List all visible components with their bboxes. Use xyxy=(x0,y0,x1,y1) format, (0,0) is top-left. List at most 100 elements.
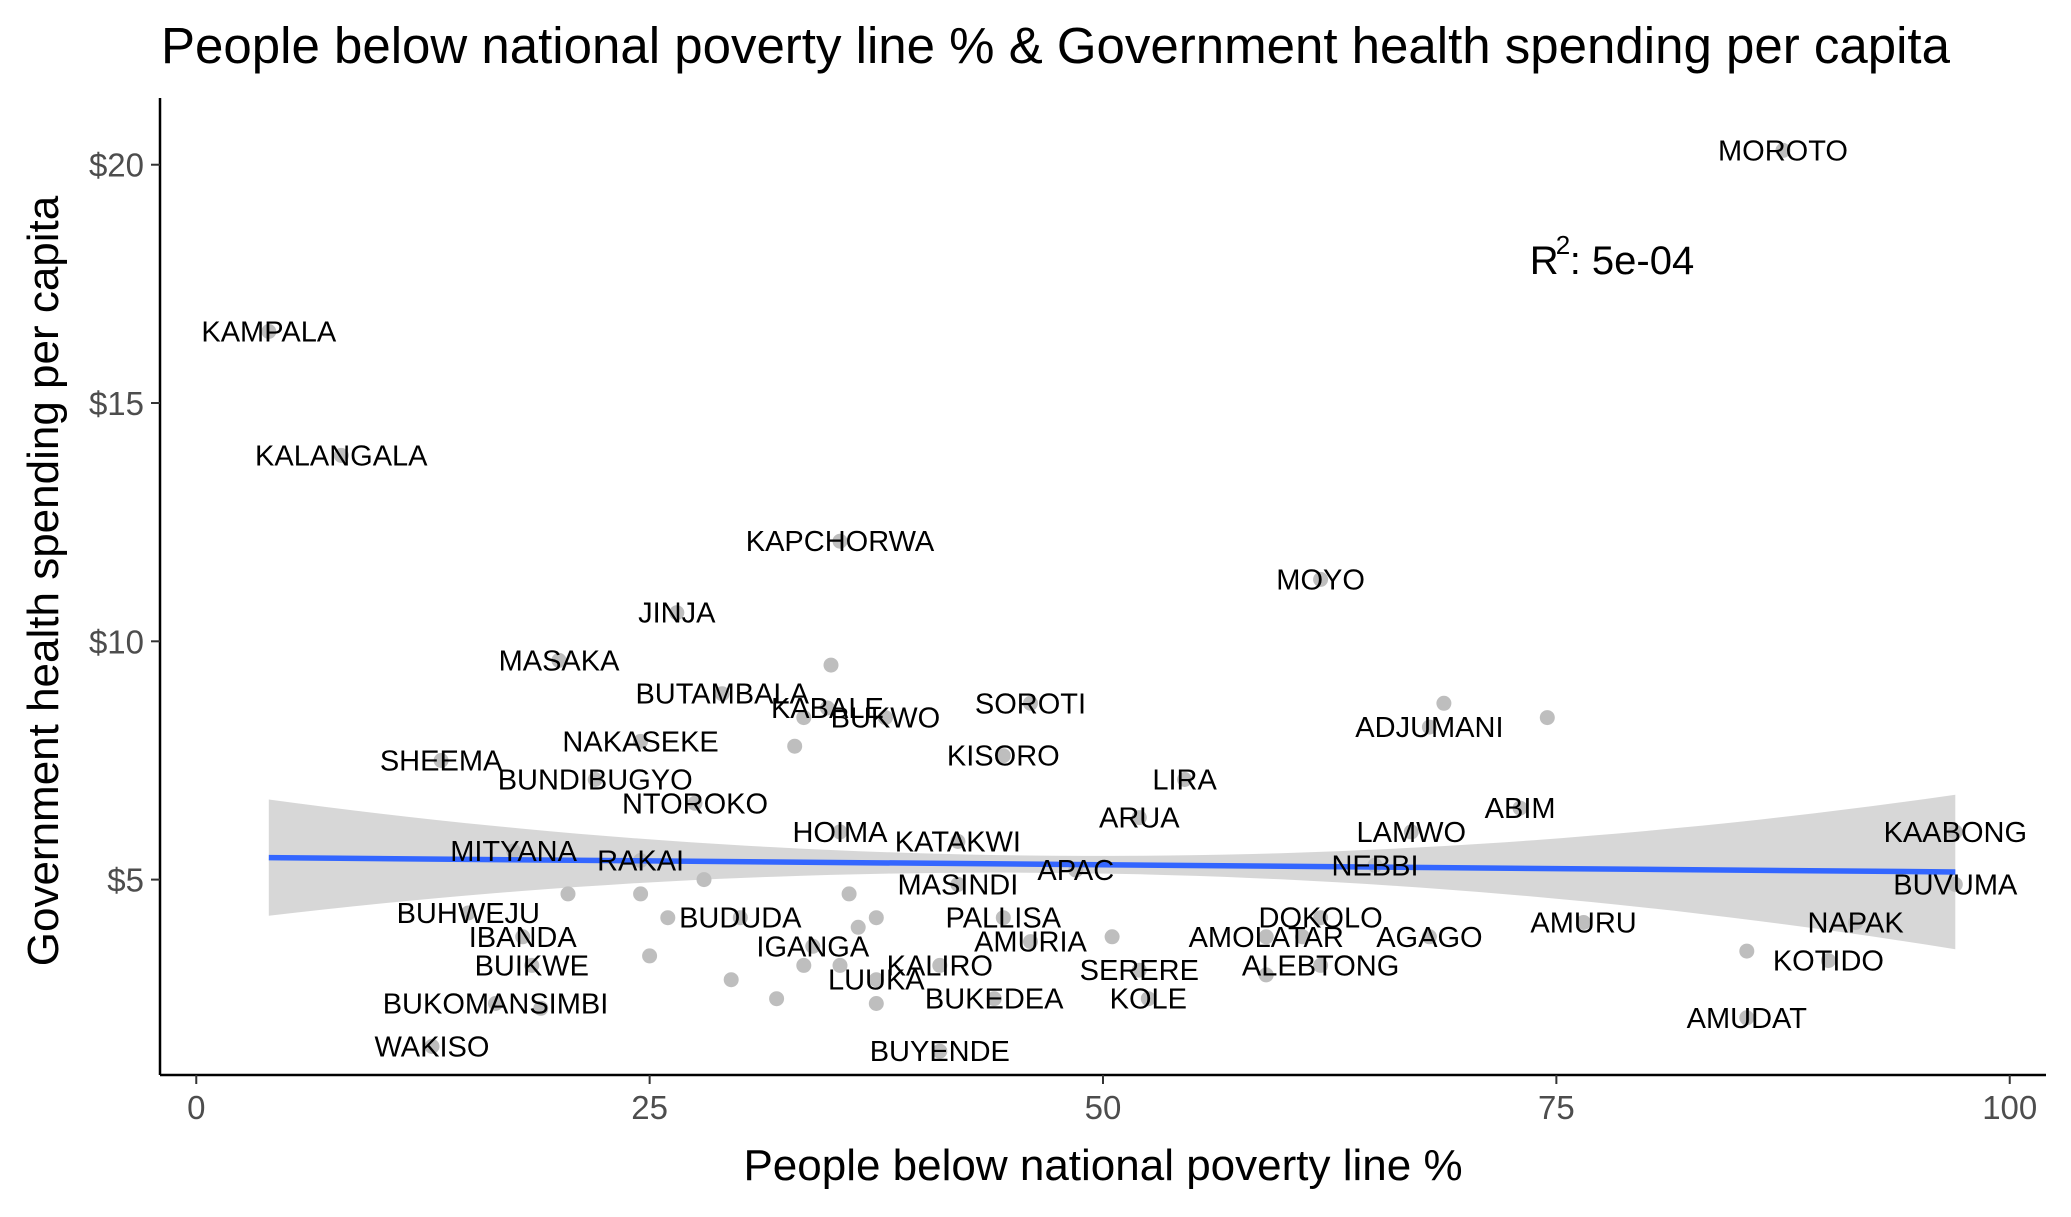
data-point xyxy=(796,710,812,726)
point-label: BUVUMA xyxy=(1893,869,2018,901)
point-label: MASAKA xyxy=(499,645,621,677)
y-tick-label: $5 xyxy=(107,862,144,899)
x-tick-label: 25 xyxy=(631,1089,668,1126)
point-label: WAKISO xyxy=(375,1031,490,1063)
data-point xyxy=(1104,929,1120,945)
data-point xyxy=(660,910,676,926)
data-point xyxy=(732,910,748,926)
r-squared-symbol: R xyxy=(1530,239,1559,283)
data-point xyxy=(696,872,712,888)
point-label: IBANDA xyxy=(469,922,578,954)
point-label: JINJA xyxy=(638,598,716,630)
data-point xyxy=(723,972,739,988)
point-label: BUTAMBALA xyxy=(635,679,809,711)
point-label: BUIKWE xyxy=(475,950,589,982)
data-point xyxy=(995,748,1011,764)
data-point xyxy=(932,1043,948,1059)
data-point xyxy=(1947,824,1963,840)
point-label: APAC xyxy=(1037,855,1114,887)
data-point xyxy=(1313,957,1329,973)
data-point xyxy=(769,991,785,1007)
data-point xyxy=(819,700,835,716)
x-tick-label: 0 xyxy=(187,1089,205,1126)
data-point xyxy=(1421,929,1437,945)
data-point xyxy=(868,972,884,988)
data-point xyxy=(333,447,349,463)
point-label: KAABONG xyxy=(1884,817,2027,849)
point-label: BUKWO xyxy=(831,703,941,735)
data-point xyxy=(950,834,966,849)
point-label: LIRA xyxy=(1152,765,1217,797)
data-point xyxy=(868,996,884,1011)
chart-title: People below national poverty line % & G… xyxy=(161,17,1951,74)
x-tick-label: 75 xyxy=(1538,1089,1575,1126)
point-label: AMOLATAR xyxy=(1189,922,1344,954)
point-label: KOLE xyxy=(1110,984,1187,1016)
data-point xyxy=(633,733,649,749)
data-point xyxy=(832,533,848,549)
point-label: KAPCHORWA xyxy=(746,526,935,558)
y-axis-title: Government health spending per capita xyxy=(19,195,68,966)
data-point xyxy=(1023,934,1038,950)
point-label: NTOROKO xyxy=(622,788,768,820)
data-point xyxy=(633,886,649,902)
y-tick-label: $20 xyxy=(89,147,144,184)
y-tick-label: $15 xyxy=(89,385,144,422)
point-label: AMURU xyxy=(1530,908,1636,940)
data-point xyxy=(986,991,1002,1007)
data-point xyxy=(1131,962,1147,978)
data-point xyxy=(1313,571,1329,587)
point-label: SOROTI xyxy=(975,688,1086,720)
point-label: KATAKWI xyxy=(895,827,1021,859)
data-point xyxy=(460,905,476,921)
data-point xyxy=(1576,915,1592,930)
point-label: SHEEMA xyxy=(380,746,503,778)
data-point xyxy=(1177,772,1193,787)
x-axis-title: People below national poverty line % xyxy=(743,1141,1462,1190)
data-point xyxy=(687,795,703,811)
point-label: BUKOMANSIMBI xyxy=(383,989,609,1021)
point-label: KALIRO xyxy=(887,950,993,982)
point-label: KAMPALA xyxy=(201,317,337,349)
point-label: KABALE xyxy=(771,693,884,725)
x-tick-label: 100 xyxy=(1982,1089,2037,1126)
data-point xyxy=(506,843,522,859)
data-point xyxy=(1436,695,1452,711)
data-point xyxy=(1295,929,1310,945)
r-squared-value: : 5e-04 xyxy=(1570,239,1695,283)
data-point xyxy=(877,710,893,726)
point-label: MOYO xyxy=(1276,564,1365,596)
data-point xyxy=(433,753,449,768)
point-label: AGAGO xyxy=(1376,922,1482,954)
point-label: ABIM xyxy=(1485,793,1556,825)
point-label: MOROTO xyxy=(1718,135,1848,167)
point-label: NEBBI xyxy=(1331,850,1418,882)
data-point xyxy=(1739,1010,1755,1026)
data-point xyxy=(950,876,966,892)
data-point xyxy=(1512,800,1528,816)
data-point xyxy=(714,686,730,702)
data-point xyxy=(1539,710,1555,726)
point-label: AMURIA xyxy=(974,927,1087,959)
point-label: MITYANA xyxy=(450,836,577,868)
point-label: NAPAK xyxy=(1808,908,1905,940)
data-point xyxy=(832,824,848,840)
point-label: LUUKA xyxy=(828,965,925,997)
data-point xyxy=(261,324,277,339)
point-label: MASINDI xyxy=(897,869,1018,901)
data-point xyxy=(868,910,884,926)
point-label: BUYENDE xyxy=(870,1036,1010,1068)
point-label: ALEBTONG xyxy=(1242,950,1399,982)
data-point xyxy=(1403,824,1419,840)
data-point xyxy=(850,919,866,935)
data-point xyxy=(1775,142,1791,158)
point-label: KISORO xyxy=(947,741,1060,773)
point-label: SERERE xyxy=(1080,955,1199,987)
point-label: IGANGA xyxy=(756,931,869,963)
data-point xyxy=(796,957,812,973)
data-point xyxy=(805,938,821,954)
data-point xyxy=(787,738,803,754)
data-point xyxy=(515,929,531,945)
data-point xyxy=(669,605,685,621)
